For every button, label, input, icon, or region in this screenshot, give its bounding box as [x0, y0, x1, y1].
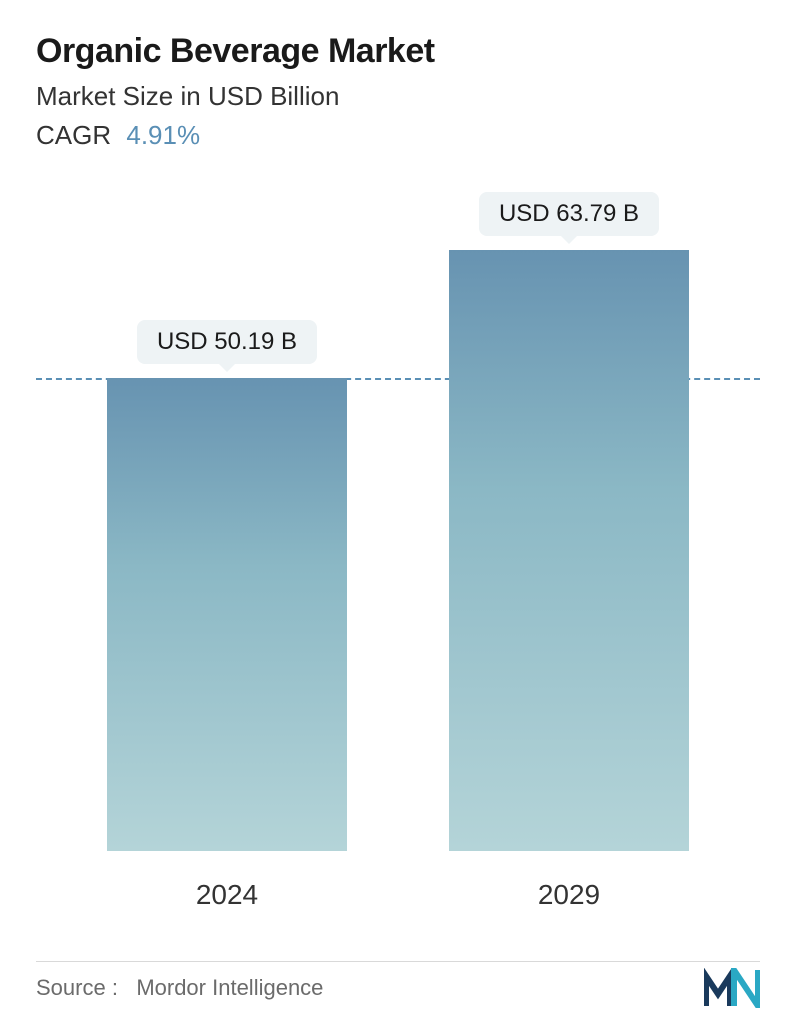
- bar-group-2024: USD 50.19 B: [107, 320, 347, 851]
- cagr-value: 4.91%: [126, 120, 200, 150]
- bar-2029: [449, 250, 689, 851]
- brand-logo-icon: [704, 968, 760, 1008]
- cagr-row: CAGR 4.91%: [36, 120, 760, 151]
- bars-wrap: USD 50.19 B USD 63.79 B: [96, 191, 700, 851]
- source-value: Mordor Intelligence: [136, 975, 323, 1000]
- value-pill-2024: USD 50.19 B: [137, 320, 317, 364]
- chart-area: USD 50.19 B USD 63.79 B 2024 2029: [36, 191, 760, 911]
- x-axis-labels: 2024 2029: [96, 879, 700, 911]
- source-text: Source : Mordor Intelligence: [36, 975, 323, 1001]
- x-label-2024: 2024: [107, 879, 347, 911]
- bar-2024: [107, 378, 347, 851]
- x-label-2029: 2029: [449, 879, 689, 911]
- chart-subtitle: Market Size in USD Billion: [36, 81, 760, 112]
- chart-title: Organic Beverage Market: [36, 32, 760, 71]
- value-pill-2029: USD 63.79 B: [479, 192, 659, 236]
- source-label: Source :: [36, 975, 118, 1000]
- footer-divider: [36, 961, 760, 962]
- footer: Source : Mordor Intelligence: [36, 968, 760, 1008]
- cagr-label: CAGR: [36, 120, 111, 150]
- bar-group-2029: USD 63.79 B: [449, 192, 689, 851]
- chart-container: Organic Beverage Market Market Size in U…: [0, 0, 796, 1034]
